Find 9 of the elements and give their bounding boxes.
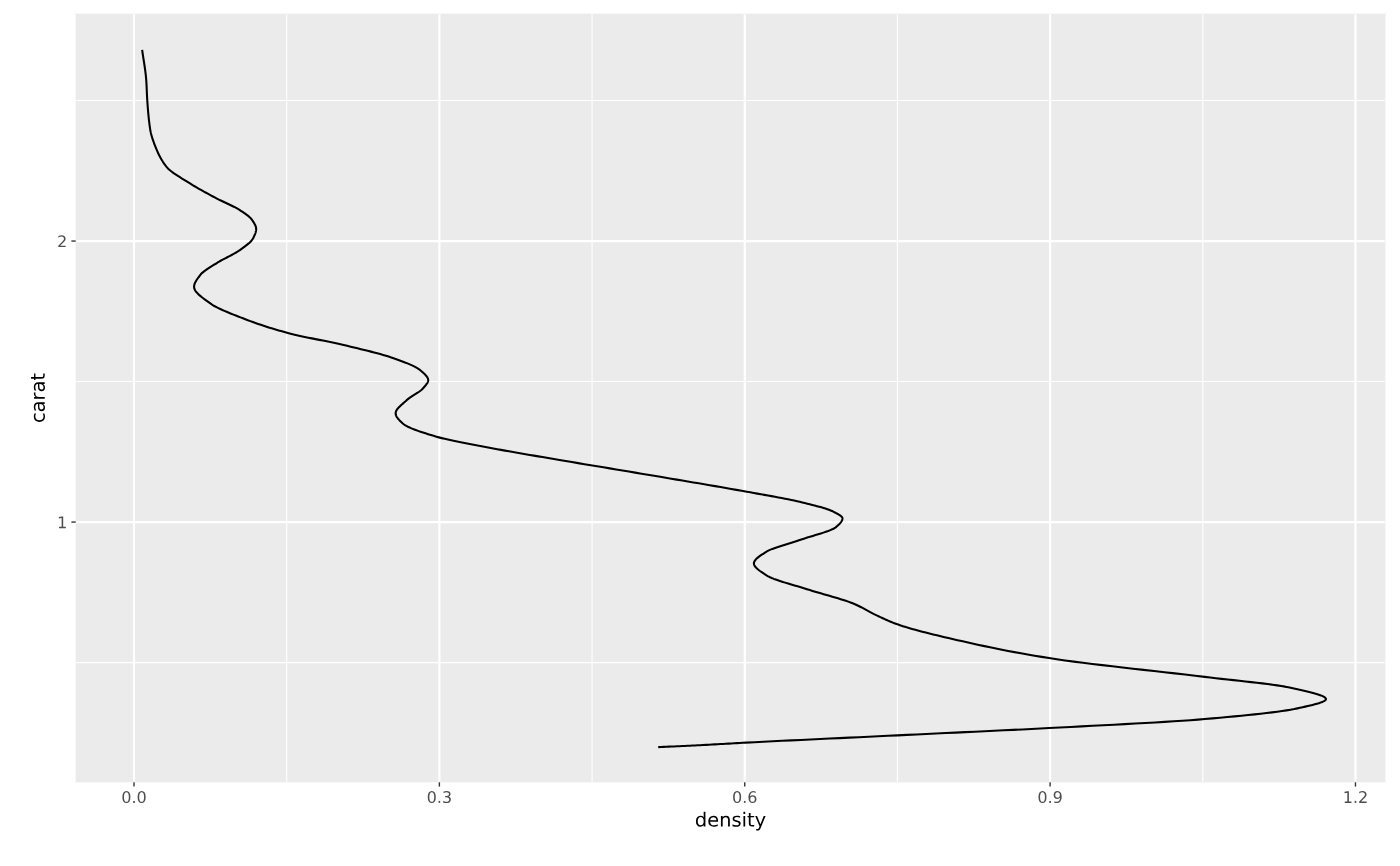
x-tick-label: 0.6 [733,791,757,804]
y-tick-label: 1 [58,516,66,529]
x-axis-title: density [695,811,766,831]
x-tick-label: 1.2 [1344,791,1367,803]
y-axis-title: carat [31,373,45,422]
x-tick-label: 0.0 [122,791,146,804]
y-tick-label: 2 [58,235,66,248]
x-tick-label: 0.9 [1038,791,1062,804]
x-tick-label: 0.3 [427,791,451,804]
